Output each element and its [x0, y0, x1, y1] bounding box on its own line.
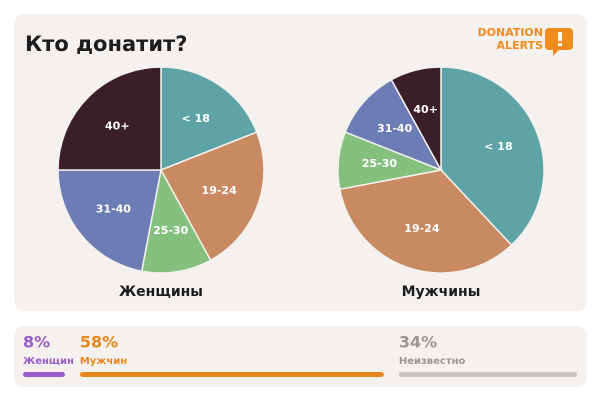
- summary-bar: [398, 372, 577, 377]
- summary-bar: [23, 372, 65, 377]
- summary-name: Мужчин: [80, 356, 127, 367]
- slice-label: 19-24: [202, 184, 238, 197]
- pie-slice: [344, 78, 443, 172]
- summary-name: Женщин: [23, 356, 74, 367]
- slice-label: 25-30: [362, 157, 398, 170]
- pie-title: Женщины: [119, 284, 203, 300]
- pie-title: Мужчины: [402, 284, 481, 300]
- slice-label: < 18: [484, 140, 512, 153]
- slice-label: 19-24: [404, 222, 440, 235]
- pie-slice: [57, 169, 162, 273]
- summary-bar: [79, 372, 384, 377]
- summary-name: Неизвестно: [399, 356, 466, 367]
- bottom-card: [14, 326, 587, 387]
- title: Кто донатит?: [25, 32, 187, 56]
- slice-label: 31-40: [377, 122, 413, 135]
- pie-slice: [160, 66, 258, 172]
- summary-percent: 34%: [399, 333, 437, 352]
- logo-icon: [545, 28, 573, 56]
- slice-label: 31-40: [96, 202, 132, 215]
- pie-slice: [440, 66, 545, 247]
- summary-percent: 8%: [23, 333, 50, 352]
- pie-slice: [159, 131, 265, 262]
- pie-slice: [338, 169, 513, 274]
- pie-slice: [390, 66, 442, 171]
- pie-slice: [140, 167, 212, 274]
- slice-label: 40+: [413, 103, 438, 116]
- pie-slice: [57, 66, 162, 171]
- logo-text: DONATION: [477, 26, 543, 39]
- logo-text: ALERTS: [497, 39, 544, 52]
- slice-label: < 18: [182, 112, 210, 125]
- summary-percent: 58%: [80, 333, 118, 352]
- slice-label: 40+: [105, 119, 130, 132]
- slice-label: 25-30: [153, 224, 189, 237]
